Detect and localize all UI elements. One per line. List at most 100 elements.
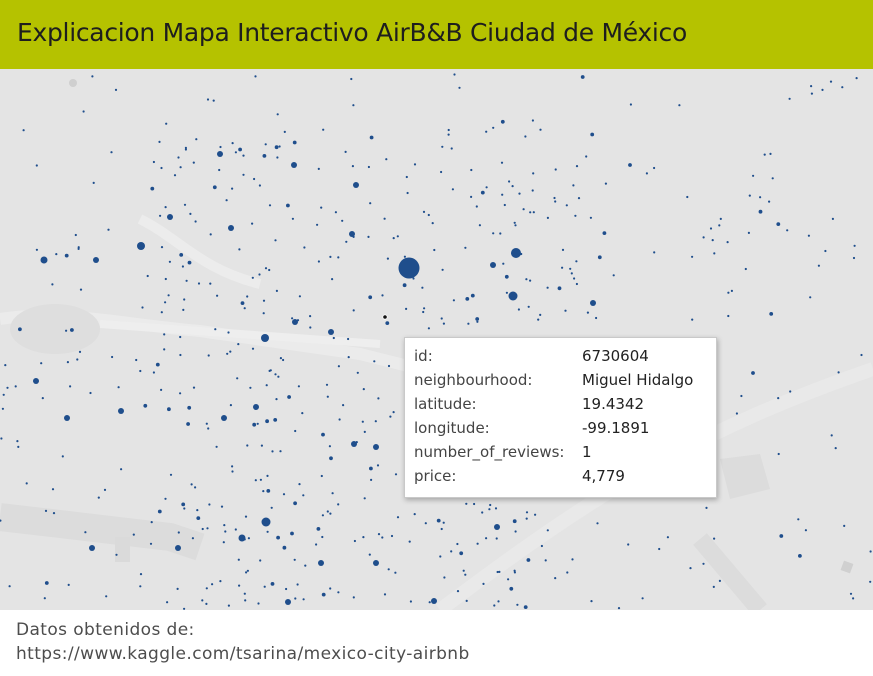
listing-marker[interactable] [67, 583, 70, 587]
listing-marker[interactable] [431, 598, 437, 604]
listing-marker[interactable] [33, 378, 39, 384]
listing-marker[interactable] [291, 217, 294, 220]
listing-marker[interactable] [231, 465, 234, 468]
listing-marker[interactable] [470, 168, 473, 172]
listing-marker[interactable] [522, 208, 525, 211]
listing-marker[interactable] [369, 202, 372, 205]
listing-marker[interactable] [476, 320, 479, 323]
listing-marker[interactable] [321, 592, 326, 597]
listing-marker[interactable] [645, 172, 649, 175]
listing-marker[interactable] [183, 607, 186, 610]
listing-marker[interactable] [451, 188, 454, 191]
listing-marker[interactable] [730, 289, 734, 292]
listing-marker[interactable] [531, 189, 534, 192]
listing-marker[interactable] [529, 211, 532, 214]
listing-marker[interactable] [573, 277, 576, 280]
listing-marker[interactable] [205, 602, 208, 606]
listing-marker[interactable] [580, 75, 585, 79]
listing-marker[interactable] [462, 569, 465, 572]
listing-marker[interactable] [243, 538, 246, 541]
listing-marker[interactable] [163, 333, 166, 336]
listing-marker[interactable] [242, 154, 245, 157]
listing-marker[interactable] [238, 147, 243, 152]
listing-marker[interactable] [79, 288, 83, 291]
listing-marker[interactable] [546, 216, 550, 219]
listing-marker[interactable] [485, 537, 488, 540]
listing-marker[interactable] [396, 516, 400, 519]
listing-marker[interactable] [513, 571, 517, 574]
listing-marker[interactable] [266, 530, 269, 533]
listing-marker[interactable] [89, 391, 92, 395]
listing-marker[interactable] [247, 537, 250, 540]
listing-marker[interactable] [51, 488, 55, 491]
listing-marker[interactable] [441, 268, 444, 271]
listing-marker[interactable] [208, 503, 211, 506]
listing-marker[interactable] [539, 128, 542, 131]
listing-marker[interactable] [546, 286, 549, 289]
listing-marker[interactable] [612, 274, 615, 277]
listing-marker[interactable] [177, 531, 180, 534]
listing-marker[interactable] [184, 148, 187, 151]
listing-marker[interactable] [251, 347, 255, 350]
listing-marker[interactable] [298, 295, 301, 298]
listing-marker[interactable] [266, 474, 269, 477]
listing-marker[interactable] [810, 92, 814, 95]
listing-marker[interactable] [817, 264, 821, 267]
listing-marker[interactable] [17, 445, 20, 448]
listing-marker[interactable] [777, 452, 780, 456]
listing-marker[interactable] [485, 186, 488, 189]
listing-marker[interactable] [190, 483, 193, 486]
listing-marker[interactable] [218, 168, 221, 172]
listing-marker[interactable] [240, 301, 245, 305]
listing-marker[interactable] [571, 558, 574, 561]
listing-marker[interactable] [282, 358, 285, 362]
listing-marker[interactable] [212, 185, 217, 190]
listing-marker[interactable] [224, 530, 227, 533]
listing-marker[interactable] [326, 395, 329, 398]
listing-marker[interactable] [489, 503, 492, 507]
listing-marker[interactable] [262, 154, 267, 158]
listing-marker[interactable] [392, 237, 395, 240]
listing-marker[interactable] [65, 329, 68, 332]
listing-marker[interactable] [525, 517, 528, 520]
listing-marker[interactable] [290, 531, 294, 536]
listing-marker[interactable] [532, 172, 535, 175]
listing-marker[interactable] [485, 130, 488, 133]
listing-marker[interactable] [332, 336, 335, 340]
listing-marker[interactable] [179, 392, 182, 395]
listing-marker[interactable] [373, 560, 379, 566]
listing-marker[interactable] [617, 607, 621, 610]
listing-marker[interactable] [678, 104, 681, 107]
listing-marker[interactable] [689, 567, 692, 570]
listing-marker[interactable] [702, 562, 705, 565]
listing-marker[interactable] [164, 497, 167, 500]
listing-marker[interactable] [259, 478, 262, 481]
listing-marker[interactable] [525, 511, 529, 514]
listing-marker[interactable] [353, 539, 356, 543]
listing-marker[interactable] [294, 429, 297, 433]
listing-marker[interactable] [318, 560, 324, 566]
listing-marker[interactable] [713, 537, 716, 540]
listing-marker[interactable] [353, 182, 359, 188]
listing-marker[interactable] [465, 502, 468, 505]
listing-marker[interactable] [262, 299, 266, 302]
listing-marker[interactable] [735, 412, 739, 415]
listing-marker[interactable] [206, 527, 209, 530]
listing-marker[interactable] [575, 165, 579, 168]
listing-marker[interactable] [209, 282, 212, 285]
listing-marker[interactable] [409, 600, 412, 603]
listing-marker[interactable] [447, 128, 450, 132]
listing-marker[interactable] [843, 524, 846, 527]
listing-marker[interactable] [207, 354, 210, 357]
listing-marker[interactable] [726, 241, 729, 244]
listing-marker[interactable] [69, 385, 72, 388]
listing-marker[interactable] [752, 174, 755, 177]
listing-marker[interactable] [6, 386, 9, 389]
listing-marker[interactable] [177, 156, 180, 159]
listing-marker[interactable] [231, 187, 234, 190]
listing-marker[interactable] [207, 427, 210, 430]
listing-marker[interactable] [164, 301, 167, 304]
listing-marker[interactable] [183, 507, 186, 510]
listing-marker[interactable] [464, 573, 467, 576]
listing-marker[interactable] [342, 404, 345, 407]
